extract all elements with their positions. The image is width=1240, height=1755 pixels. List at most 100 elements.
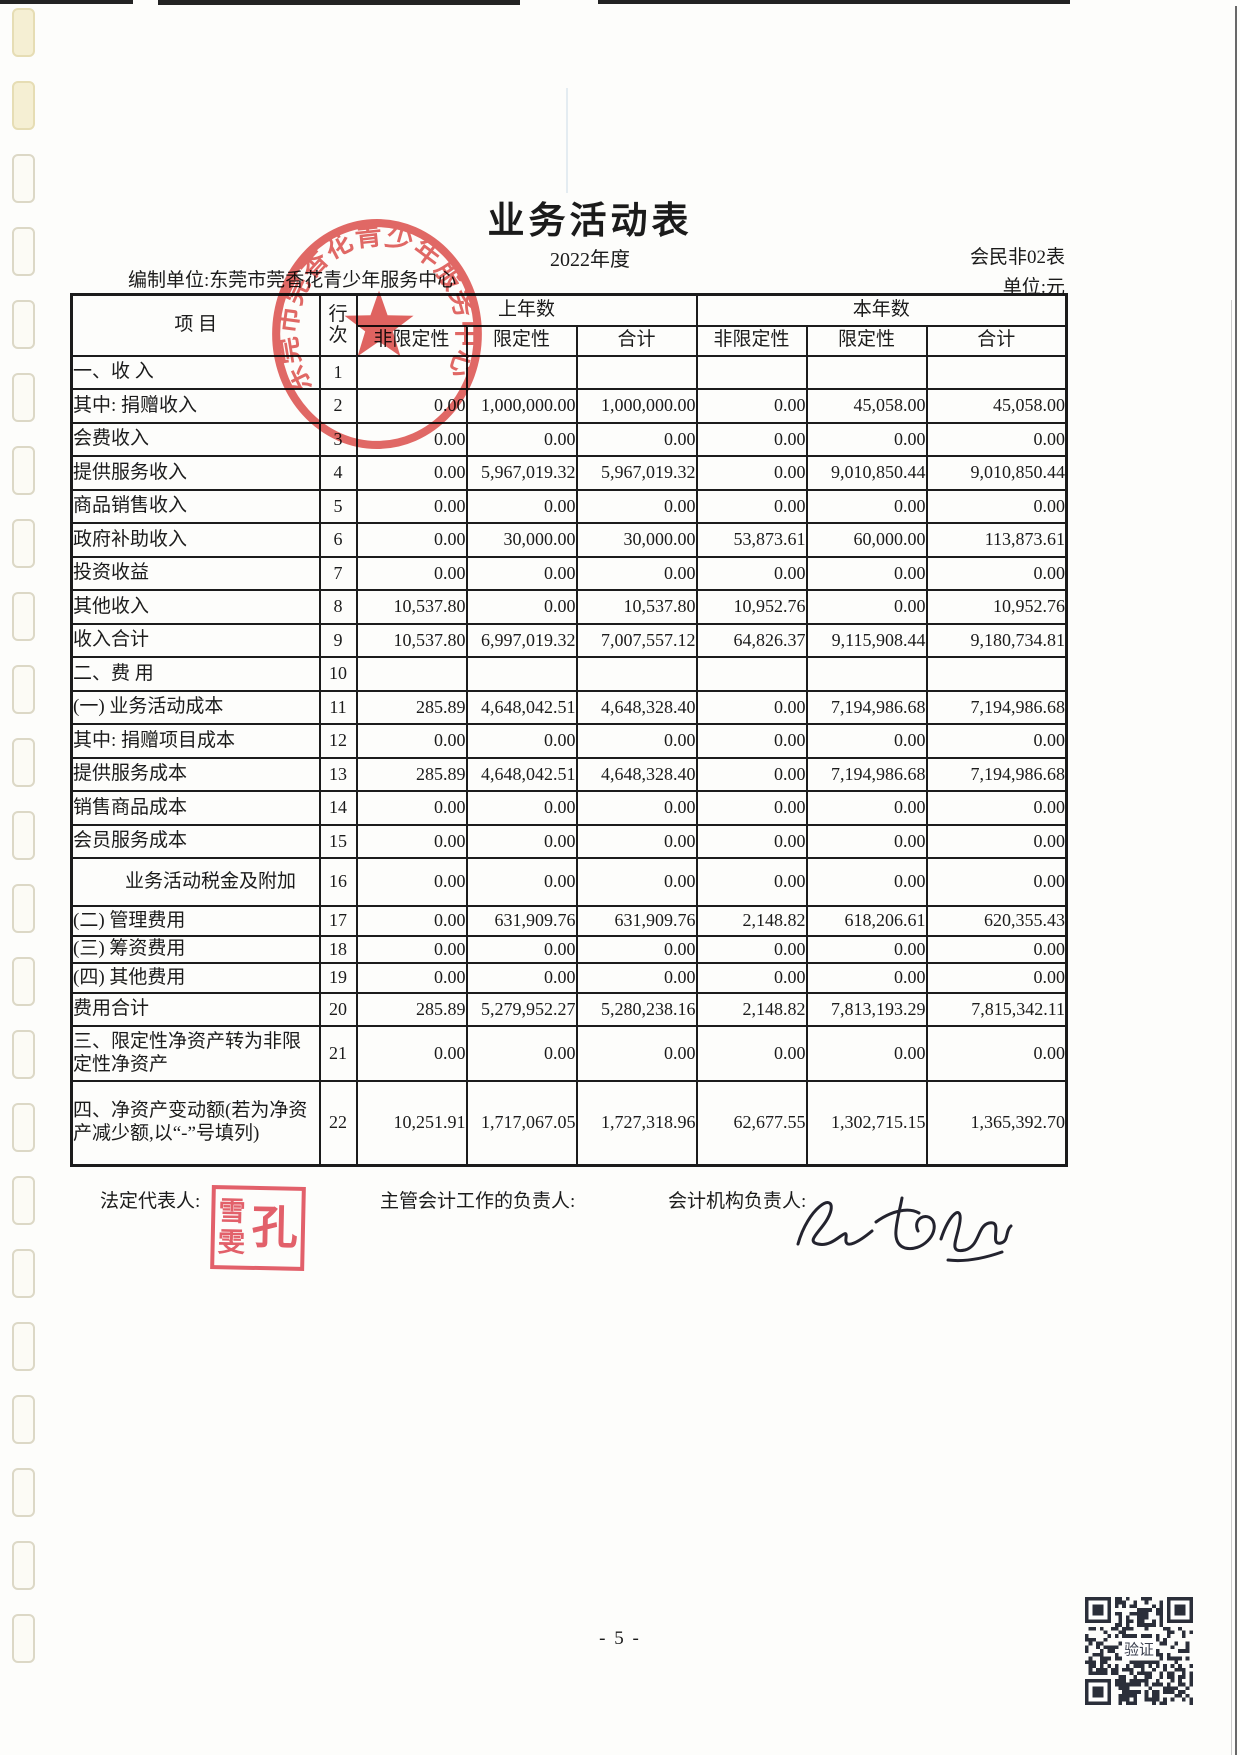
row-value-cell — [925, 656, 1068, 692]
binding-hole — [12, 884, 35, 933]
row-value-cell: 0.00 — [695, 857, 808, 907]
table-row: 其中: 捐赠收入 2 0.00 1,000,000.00 1,000,000.00 0.0… — [70, 388, 1068, 424]
row-value-cell: 0.00 — [355, 857, 468, 907]
row-value-cell: 5,280,238.16 — [575, 992, 698, 1027]
row-value-cell: 0.00 — [575, 421, 698, 457]
row-item-label: 提供服务收入 — [70, 455, 321, 491]
row-value-cell: 64,826.37 — [695, 622, 808, 658]
table-row: 三、限定性净资产转为非限定性净资产 21 0.00 0.00 0.00 0.00 0.00 0… — [70, 1025, 1068, 1082]
seal-char-left-bottom: 雯 — [217, 1227, 246, 1258]
row-value-cell: 0.00 — [695, 823, 808, 859]
page-number: - 5 - — [599, 1628, 641, 1649]
row-value-cell: 631,909.76 — [575, 905, 698, 937]
row-value-cell: 0.00 — [695, 723, 808, 759]
row-value-cell: 0.00 — [695, 455, 808, 491]
row-value-cell: 285.89 — [355, 756, 468, 792]
row-value-cell: 10,537.80 — [355, 622, 468, 658]
row-item-label: (一) 业务活动成本 — [70, 689, 321, 725]
table-row: 会员服务成本 15 0.00 0.00 0.00 0.00 0.00 0.00 — [70, 823, 1068, 859]
row-value-cell: 0.00 — [695, 962, 808, 994]
row-value-cell: 0.00 — [925, 790, 1068, 826]
row-item-label: 商品销售收入 — [70, 488, 321, 524]
row-value-cell: 1,365,392.70 — [925, 1080, 1068, 1166]
row-value-cell: 60,000.00 — [805, 522, 928, 558]
row-line-number: 11 — [318, 689, 358, 725]
row-value-cell: 0.00 — [925, 962, 1068, 994]
row-item-label: 会员服务成本 — [70, 823, 321, 859]
legal-representative-name-seal: 孔 雪 雯 — [210, 1185, 306, 1271]
row-value-cell: 285.89 — [355, 992, 468, 1027]
scan-edge-strip — [158, 0, 520, 5]
row-value-cell: 0.00 — [805, 1025, 928, 1082]
row-value-cell: 1,000,000.00 — [575, 388, 698, 424]
row-value-cell: 0.00 — [355, 488, 468, 524]
seal-char-right: 孔 — [251, 1201, 299, 1254]
row-value-cell: 0.00 — [805, 935, 928, 964]
row-line-number: 5 — [318, 488, 358, 524]
row-value-cell: 0.00 — [925, 555, 1068, 591]
row-value-cell: 285.89 — [355, 689, 468, 725]
table-row: 销售商品成本 14 0.00 0.00 0.00 0.00 0.00 0.00 — [70, 790, 1068, 826]
row-value-cell: 7,194,986.68 — [925, 756, 1068, 792]
row-value-cell: 0.00 — [805, 857, 928, 907]
table-row: (四) 其他费用 19 0.00 0.00 0.00 0.00 0.00 0.00 — [70, 962, 1068, 994]
row-value-cell: 53,873.61 — [695, 522, 808, 558]
row-value-cell — [465, 354, 578, 390]
row-value-cell: 0.00 — [575, 935, 698, 964]
row-value-cell: 0.00 — [925, 1025, 1068, 1082]
row-value-cell: 0.00 — [465, 790, 578, 826]
table-row: (一) 业务活动成本 11 285.89 4,648,042.51 4,648,328.… — [70, 689, 1068, 725]
row-value-cell: 62,677.55 — [695, 1080, 808, 1166]
row-value-cell: 0.00 — [805, 962, 928, 994]
row-value-cell: 618,206.61 — [805, 905, 928, 937]
row-value-cell: 0.00 — [805, 589, 928, 625]
row-value-cell: 0.00 — [925, 857, 1068, 907]
row-line-number: 18 — [318, 935, 358, 964]
table-row: 政府补助收入 6 0.00 30,000.00 30,000.00 53,873.61 60… — [70, 522, 1068, 558]
row-value-cell: 1,302,715.15 — [805, 1080, 928, 1166]
row-item-label: 政府补助收入 — [70, 522, 321, 558]
row-value-cell: 0.00 — [575, 1025, 698, 1082]
row-value-cell: 0.00 — [925, 421, 1068, 457]
binding-hole — [12, 373, 35, 422]
row-value-cell: 113,873.61 — [925, 522, 1068, 558]
row-value-cell — [695, 656, 808, 692]
row-item-label: (四) 其他费用 — [70, 962, 321, 994]
row-value-cell: 0.00 — [575, 962, 698, 994]
col-header-restricted-prev: 限定性 — [465, 324, 578, 357]
row-value-cell: 4,648,042.51 — [465, 756, 578, 792]
binding-hole — [12, 592, 35, 641]
binding-hole — [12, 665, 35, 714]
row-value-cell: 0.00 — [465, 723, 578, 759]
table-row: 费用合计 20 285.89 5,279,952.27 5,280,238.16 2,14… — [70, 992, 1068, 1027]
document-title: 业务活动表 — [487, 201, 693, 242]
page-edge-line — [1231, 300, 1232, 1755]
row-value-cell: 0.00 — [355, 555, 468, 591]
row-value-cell: 10,537.80 — [355, 589, 468, 625]
row-item-label: 费用合计 — [70, 992, 321, 1027]
row-value-cell: 30,000.00 — [465, 522, 578, 558]
row-value-cell — [805, 354, 928, 390]
row-line-number: 2 — [318, 388, 358, 424]
document-year: 2022年度 — [550, 249, 630, 271]
row-item-label: 投资收益 — [70, 555, 321, 591]
stamp-star-icon — [344, 290, 414, 357]
row-value-cell: 45,058.00 — [805, 388, 928, 424]
row-value-cell: 0.00 — [355, 823, 468, 859]
row-line-number: 12 — [318, 723, 358, 759]
row-item-label: (二) 管理费用 — [70, 905, 321, 937]
row-line-number: 1 — [318, 354, 358, 390]
row-value-cell: 0.00 — [805, 488, 928, 524]
row-value-cell: 0.00 — [355, 522, 468, 558]
binding-hole — [12, 738, 35, 787]
row-line-number: 15 — [318, 823, 358, 859]
svg-text:验证: 验证 — [1124, 1641, 1154, 1658]
row-value-cell: 0.00 — [695, 756, 808, 792]
row-value-cell: 0.00 — [925, 823, 1068, 859]
row-line-number: 19 — [318, 962, 358, 994]
binding-hole — [12, 8, 35, 57]
row-value-cell: 0.00 — [355, 790, 468, 826]
row-value-cell: 4,648,328.40 — [575, 689, 698, 725]
row-value-cell: 0.00 — [355, 421, 468, 457]
